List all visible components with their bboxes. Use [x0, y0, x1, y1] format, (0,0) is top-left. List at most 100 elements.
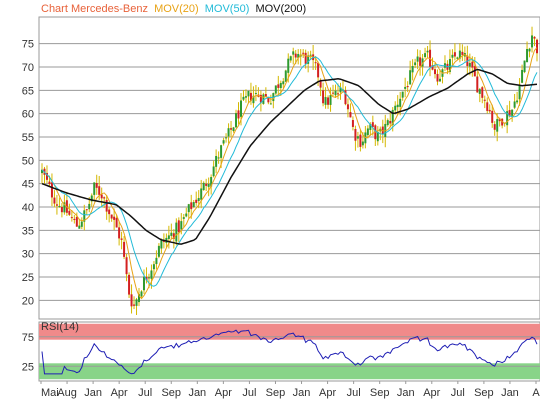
candle-body — [185, 213, 188, 217]
candle-body — [162, 240, 165, 242]
candle-body — [536, 39, 538, 54]
candle-body — [371, 122, 374, 128]
candle-body — [297, 53, 300, 58]
candle-body — [252, 95, 255, 104]
candle-body — [528, 48, 531, 52]
candle-body — [113, 216, 116, 220]
candle-body — [108, 209, 111, 215]
candle-body — [53, 197, 56, 204]
candle-body — [190, 202, 193, 210]
candle-body — [354, 128, 357, 141]
price-y-tick-label: 35 — [22, 225, 34, 237]
candle-body — [160, 239, 163, 249]
candle-body — [496, 119, 499, 132]
x-tick-label: Sep — [266, 387, 286, 399]
candle-body — [150, 270, 153, 279]
candle-body — [282, 81, 285, 85]
candle-body — [329, 95, 332, 105]
candle-body — [45, 172, 48, 180]
candle-body — [147, 277, 150, 279]
candle-body — [409, 70, 412, 85]
candle-body — [264, 94, 267, 97]
x-tick-label: Jan — [188, 387, 206, 399]
candle-body — [351, 120, 354, 127]
candle-body — [458, 50, 461, 59]
candle-body — [506, 111, 509, 126]
candle-body — [259, 94, 262, 103]
candle-body — [391, 109, 394, 125]
candle-body — [210, 177, 213, 187]
candle-body — [90, 195, 93, 202]
candle-body — [73, 218, 76, 220]
candle-body — [130, 294, 133, 307]
candle-body — [249, 92, 252, 101]
x-tick-label: Aug — [57, 387, 77, 399]
candle-body — [80, 221, 83, 227]
rsi-line — [41, 329, 538, 375]
candle-body — [55, 204, 58, 206]
candle-body — [344, 90, 347, 105]
candle-body — [93, 182, 96, 195]
rsi-overbought-band — [39, 323, 540, 340]
price-y-tick-label: 20 — [22, 295, 34, 307]
candle-body — [235, 113, 238, 128]
x-tick-label: Apr — [215, 387, 232, 399]
candle-body — [123, 241, 126, 257]
candle-body — [142, 276, 145, 291]
candle-body — [277, 84, 280, 88]
candle-body — [207, 183, 210, 187]
candle-body — [182, 217, 185, 219]
price-y-tick-label: 40 — [22, 202, 34, 214]
candle-body — [192, 202, 195, 207]
candle-body — [135, 299, 138, 306]
candle-body — [75, 216, 78, 227]
candle-body — [319, 79, 322, 88]
candle-body — [70, 217, 73, 219]
candle-body — [279, 82, 282, 89]
rsi-y-tick-label: 25 — [22, 361, 34, 373]
candle-body — [401, 91, 404, 98]
candle-body — [128, 274, 131, 295]
candle-body — [356, 136, 359, 139]
title-text: Chart Mercedes-Benz MOV(20) MOV(50) MOV(… — [41, 3, 306, 15]
candle-body — [289, 56, 292, 61]
candle-body — [195, 199, 198, 204]
candle-body — [476, 76, 479, 93]
candle-body — [404, 86, 407, 89]
title-part-name: Chart Mercedes-Benz — [41, 3, 148, 15]
candle-body — [284, 70, 287, 82]
candle-body — [483, 99, 486, 101]
candle-body — [172, 233, 175, 239]
candle-body — [386, 120, 389, 126]
candle-body — [120, 238, 123, 240]
candle-body — [406, 85, 409, 88]
x-tick-label: Jan — [397, 387, 415, 399]
candle-body — [307, 55, 310, 64]
candle-body — [491, 110, 494, 123]
candle-body — [60, 206, 63, 213]
title-part-ma20: MOV(20) — [154, 3, 199, 15]
x-tick-label: Apr — [319, 387, 336, 399]
candle-body — [327, 97, 330, 105]
candle-body — [230, 128, 233, 130]
candle-body — [118, 227, 121, 239]
price-y-tick-label: 55 — [22, 132, 34, 144]
candle-body — [414, 62, 417, 66]
candle-body — [516, 100, 519, 103]
candle-body — [110, 214, 113, 219]
candle-body — [125, 257, 128, 275]
ma50-line — [41, 56, 538, 287]
candle-body — [133, 304, 136, 306]
candle-body — [521, 69, 524, 83]
candle-body — [361, 141, 364, 146]
candle-body — [498, 118, 501, 122]
ma20-line — [41, 47, 538, 300]
price-y-tick-label: 60 — [22, 109, 34, 121]
candle-body — [468, 62, 471, 67]
candle-body — [58, 205, 61, 207]
price-panel: 20 25 30 35 40 45 50 55 60 65 70 75 — [22, 16, 540, 320]
candle-body — [227, 128, 230, 137]
candle-body — [424, 53, 427, 58]
rsi-label: RSI(14) — [41, 321, 79, 333]
